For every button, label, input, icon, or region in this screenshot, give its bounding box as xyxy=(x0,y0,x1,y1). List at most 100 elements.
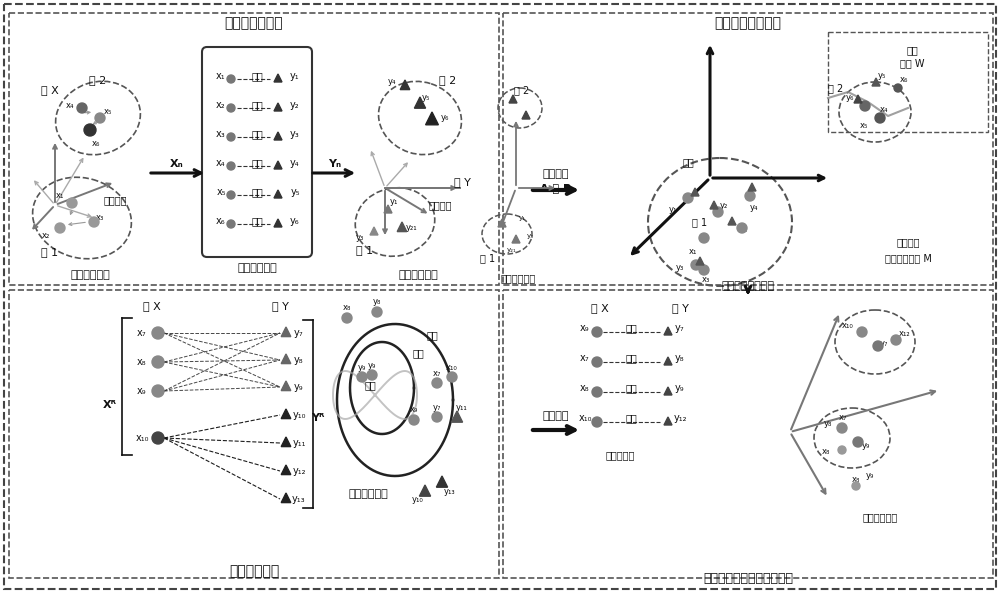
Text: x₂: x₂ xyxy=(740,225,748,234)
Text: y₃: y₃ xyxy=(356,234,364,243)
Text: x₁: x₁ xyxy=(216,71,226,81)
Text: 低维特征同构空间: 低维特征同构空间 xyxy=(722,281,774,291)
Text: y₅: y₅ xyxy=(290,187,300,197)
Polygon shape xyxy=(436,476,448,487)
Text: y₁: y₁ xyxy=(669,206,677,215)
Bar xyxy=(9,290,499,578)
Text: x₇: x₇ xyxy=(580,353,590,363)
Text: y₆: y₆ xyxy=(290,216,300,226)
Bar xyxy=(9,13,499,285)
Text: x₈: x₈ xyxy=(137,357,147,367)
Circle shape xyxy=(592,387,602,397)
Circle shape xyxy=(875,113,885,123)
Text: x₃: x₃ xyxy=(702,276,710,285)
Circle shape xyxy=(592,327,602,337)
Circle shape xyxy=(838,446,846,454)
Text: y₁₂: y₁₂ xyxy=(292,466,306,476)
Circle shape xyxy=(699,265,709,275)
Text: Xₙ: Xₙ xyxy=(170,159,184,169)
Text: 流形: 流形 xyxy=(364,380,376,390)
Text: y₇: y₇ xyxy=(675,323,685,333)
Text: x₂: x₂ xyxy=(42,231,50,241)
Text: 底层特征空间: 底层特征空间 xyxy=(70,270,110,280)
Circle shape xyxy=(342,313,352,323)
Circle shape xyxy=(853,437,863,447)
Text: y₁₀: y₁₀ xyxy=(412,496,424,505)
Polygon shape xyxy=(872,78,880,86)
Circle shape xyxy=(894,84,902,92)
Text: 类 2: 类 2 xyxy=(439,75,457,85)
Text: 信息相关性: 信息相关性 xyxy=(605,450,635,460)
Bar xyxy=(828,32,988,132)
Circle shape xyxy=(55,223,65,233)
Bar xyxy=(503,13,993,285)
Text: y₁₁: y₁₁ xyxy=(456,403,468,413)
Polygon shape xyxy=(274,161,282,169)
Text: y₉: y₉ xyxy=(358,362,366,371)
Text: 底层特征空间: 底层特征空间 xyxy=(500,273,536,283)
Text: 源 X: 源 X xyxy=(41,85,59,95)
FancyBboxPatch shape xyxy=(202,47,312,257)
Text: x₇: x₇ xyxy=(839,413,847,422)
Text: x₈: x₈ xyxy=(580,383,590,393)
Text: A 和 B: A 和 B xyxy=(540,183,572,193)
Circle shape xyxy=(699,233,709,243)
Text: x₁₀: x₁₀ xyxy=(842,320,854,330)
Circle shape xyxy=(227,220,235,228)
Text: 线性变换: 线性变换 xyxy=(543,169,569,179)
Text: 类 1: 类 1 xyxy=(356,245,374,255)
Text: x₁₀: x₁₀ xyxy=(446,362,458,371)
Polygon shape xyxy=(512,235,520,243)
Text: y₁₀: y₁₀ xyxy=(292,410,306,420)
Circle shape xyxy=(683,193,693,203)
Circle shape xyxy=(372,307,382,317)
Polygon shape xyxy=(281,465,291,474)
Polygon shape xyxy=(384,205,392,213)
Text: 源 X: 源 X xyxy=(143,301,161,311)
Polygon shape xyxy=(281,354,291,364)
Text: y₈: y₈ xyxy=(824,419,832,428)
Polygon shape xyxy=(691,188,699,196)
Circle shape xyxy=(409,415,419,425)
Text: 异构流形平滑学习: 异构流形平滑学习 xyxy=(714,16,782,30)
Text: 多源无冗余数据: 多源无冗余数据 xyxy=(225,16,283,30)
Circle shape xyxy=(67,198,77,208)
Polygon shape xyxy=(274,219,282,227)
Text: y₁₁: y₁₁ xyxy=(292,438,306,448)
Text: x₁: x₁ xyxy=(689,247,697,257)
Text: y₂₁: y₂₁ xyxy=(507,247,517,253)
Circle shape xyxy=(227,191,235,199)
Text: y₁₃: y₁₃ xyxy=(292,494,306,504)
Text: x₄: x₄ xyxy=(216,158,226,168)
Text: x₆: x₆ xyxy=(216,216,226,226)
Circle shape xyxy=(152,327,164,339)
Circle shape xyxy=(152,432,164,444)
Polygon shape xyxy=(414,97,426,108)
Text: x₅: x₅ xyxy=(216,187,226,197)
Polygon shape xyxy=(274,190,282,198)
Text: x₃: x₃ xyxy=(96,213,104,222)
Text: y₄: y₄ xyxy=(750,203,758,212)
Text: 流形: 流形 xyxy=(682,157,694,167)
Text: 相关: 相关 xyxy=(625,323,637,333)
Text: 源 X: 源 X xyxy=(591,303,609,313)
Circle shape xyxy=(447,372,457,382)
Text: 数据分布: 数据分布 xyxy=(428,200,452,210)
Text: y₃: y₃ xyxy=(290,129,300,139)
Text: 相关: 相关 xyxy=(625,413,637,423)
Polygon shape xyxy=(748,183,756,191)
Text: x₇: x₇ xyxy=(433,368,441,378)
Text: Yᴿ: Yᴿ xyxy=(311,413,325,423)
Text: 流形平滑度量 M: 流形平滑度量 M xyxy=(885,253,931,263)
Text: y₇: y₇ xyxy=(880,340,888,349)
Polygon shape xyxy=(274,103,282,111)
Text: 多源冗余数据: 多源冗余数据 xyxy=(229,564,279,578)
Text: x₅: x₅ xyxy=(860,122,868,130)
Text: 相关: 相关 xyxy=(251,100,263,110)
Circle shape xyxy=(432,378,442,388)
Text: 类 2: 类 2 xyxy=(514,85,530,95)
Text: y₁: y₁ xyxy=(390,197,398,206)
Circle shape xyxy=(592,357,602,367)
Circle shape xyxy=(737,223,747,233)
Text: y₁₃: y₁₃ xyxy=(444,486,456,496)
